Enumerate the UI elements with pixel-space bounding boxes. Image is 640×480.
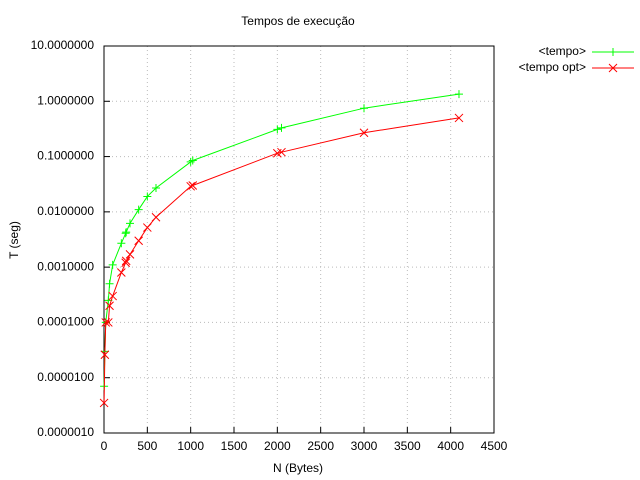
legend-marker (609, 48, 617, 56)
data-point (359, 128, 369, 138)
y-tick-label: 0.0100000 (37, 204, 94, 218)
data-point (454, 90, 463, 99)
data-point (151, 212, 161, 222)
data-point (99, 398, 109, 408)
chart-title: Tempos de execução (241, 14, 355, 28)
data-point (142, 223, 152, 232)
x-tick-label: 4500 (481, 439, 508, 453)
y-tick-label: 0.0000010 (37, 425, 94, 439)
y-tick-label: 0.0010000 (37, 259, 94, 273)
data-point (186, 181, 196, 191)
x-tick-label: 2000 (264, 439, 291, 453)
data-point (152, 184, 160, 193)
data-point (188, 181, 198, 190)
data-point (105, 279, 114, 288)
data-point (108, 260, 117, 269)
data-point (121, 258, 131, 268)
data-point (125, 250, 135, 259)
x-axis-label: N (Bytes) (273, 461, 323, 475)
series-line (103, 93, 460, 387)
x-tick-label: 1000 (177, 439, 204, 453)
series-line (103, 117, 460, 403)
x-tick-label: 1500 (221, 439, 248, 453)
y-axis-label: T (seg) (7, 221, 21, 259)
data-point (188, 156, 197, 165)
data-point (108, 291, 118, 301)
data-point (100, 350, 110, 360)
y-tick-label: 1.0000000 (37, 93, 94, 107)
data-point (117, 239, 126, 248)
legend-label: <tempo opt> (519, 60, 586, 74)
data-point (360, 104, 368, 113)
data-point (101, 318, 111, 327)
y-tick-label: 0.0000100 (37, 370, 94, 384)
x-tick-label: 3000 (351, 439, 378, 453)
x-tick-label: 4000 (437, 439, 464, 453)
data-point (121, 229, 130, 238)
data-point (134, 205, 143, 214)
data-point (454, 113, 464, 123)
data-point (105, 301, 114, 311)
legend-marker (608, 63, 618, 73)
y-tick-label: 0.1000000 (37, 149, 94, 163)
data-point (277, 147, 286, 157)
legend-label: <tempo> (539, 44, 586, 58)
data-point (143, 192, 152, 201)
plot-border (103, 45, 495, 434)
data-point (134, 236, 144, 246)
y-tick-label: 0.0001000 (37, 315, 94, 329)
data-point (273, 125, 282, 134)
data-point (122, 228, 131, 237)
x-tick-label: 500 (137, 439, 157, 453)
x-tick-label: 3500 (394, 439, 421, 453)
data-point (116, 268, 126, 277)
data-point (126, 219, 134, 228)
y-tick-label: 10.0000000 (31, 38, 95, 52)
data-point (186, 157, 195, 166)
x-tick-label: 0 (101, 439, 108, 453)
data-point (103, 318, 113, 327)
data-point (121, 256, 131, 266)
data-point (277, 123, 286, 132)
x-tick-label: 2500 (307, 439, 334, 453)
